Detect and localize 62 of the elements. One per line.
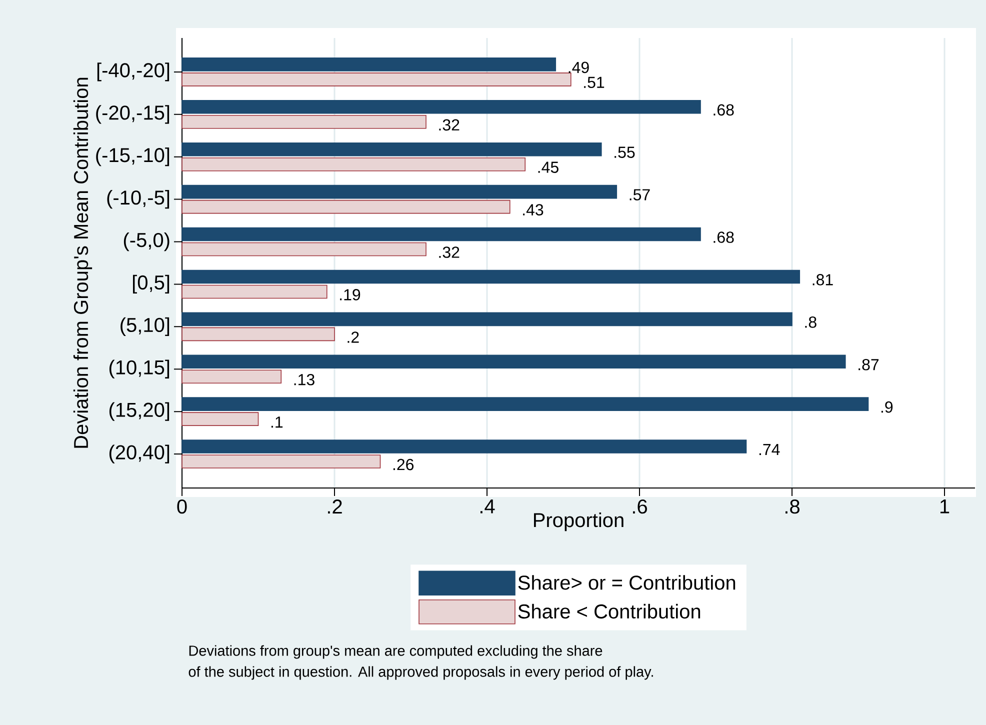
data-label: .49 — [568, 62, 589, 74]
y-tick-label: (-20,-15] — [96, 105, 170, 124]
bar — [182, 327, 335, 342]
x-axis-title: Proportion — [534, 512, 624, 532]
bar — [182, 270, 800, 284]
bar — [182, 200, 510, 214]
x-tick-label: .6 — [633, 500, 647, 514]
data-label: .32 — [439, 246, 460, 258]
y-tick-label: (20,40] — [109, 444, 170, 464]
bar — [182, 412, 259, 426]
bar — [182, 354, 846, 369]
bar — [182, 242, 426, 256]
x-tick-label: .4 — [480, 500, 495, 514]
bar — [182, 227, 701, 242]
bar — [182, 184, 618, 199]
data-label: .2 — [348, 332, 359, 343]
data-label: .57 — [630, 189, 650, 200]
data-label: .1 — [271, 416, 283, 428]
data-label: .68 — [714, 232, 734, 243]
data-label: .55 — [614, 146, 635, 158]
text: of the subject in question. All approved proposals in every period of play. — [188, 666, 653, 680]
y-tick-label: (10,15] — [109, 360, 170, 378]
bar — [182, 312, 792, 326]
y-tick-label: (15,20] — [109, 402, 170, 421]
data-label: .81 — [812, 274, 833, 286]
y-tick-label: (-5,0) — [124, 232, 170, 252]
data-label: .26 — [393, 458, 414, 470]
bar — [182, 58, 556, 72]
y-tick-label: (-15,-10] — [96, 148, 170, 166]
bar — [182, 142, 602, 156]
y-tick-label: (5,10] — [120, 317, 170, 336]
x-tick-label: .8 — [786, 500, 800, 514]
legend-label: Share> or = Contribution — [518, 575, 736, 590]
legend-label: Share < Contribution — [518, 604, 700, 619]
y-tick-label: [0,5] — [132, 274, 170, 294]
y-tick-label: (-10,-5] — [107, 190, 170, 209]
data-label: .74 — [759, 444, 780, 456]
bar — [182, 397, 869, 411]
bar — [182, 72, 572, 86]
data-label: .87 — [858, 358, 879, 370]
data-label: .45 — [538, 162, 558, 173]
y-tick-label: [-40,-20] — [97, 62, 170, 82]
text: Deviations from group's mean are computed excluding the share — [189, 645, 602, 659]
data-label: .32 — [439, 119, 460, 131]
data-label: .43 — [523, 204, 544, 216]
data-label: .13 — [294, 374, 314, 386]
x-tick-label: .2 — [328, 500, 342, 514]
bar — [182, 100, 701, 114]
bar — [182, 284, 328, 299]
bar — [182, 370, 282, 384]
bar — [182, 115, 426, 129]
bar — [182, 157, 526, 172]
data-label: .9 — [881, 401, 893, 413]
x-tick-label: 0 — [177, 500, 187, 514]
data-label: .51 — [584, 76, 604, 88]
data-label: .8 — [805, 316, 816, 328]
bar — [182, 440, 747, 454]
data-label: .19 — [340, 289, 360, 300]
x-tick-label: 1 — [940, 500, 950, 514]
data-label: .68 — [714, 104, 734, 116]
bar — [182, 454, 381, 468]
y-axis-title: Deviation from Group's Mean Contribution — [73, 78, 92, 448]
